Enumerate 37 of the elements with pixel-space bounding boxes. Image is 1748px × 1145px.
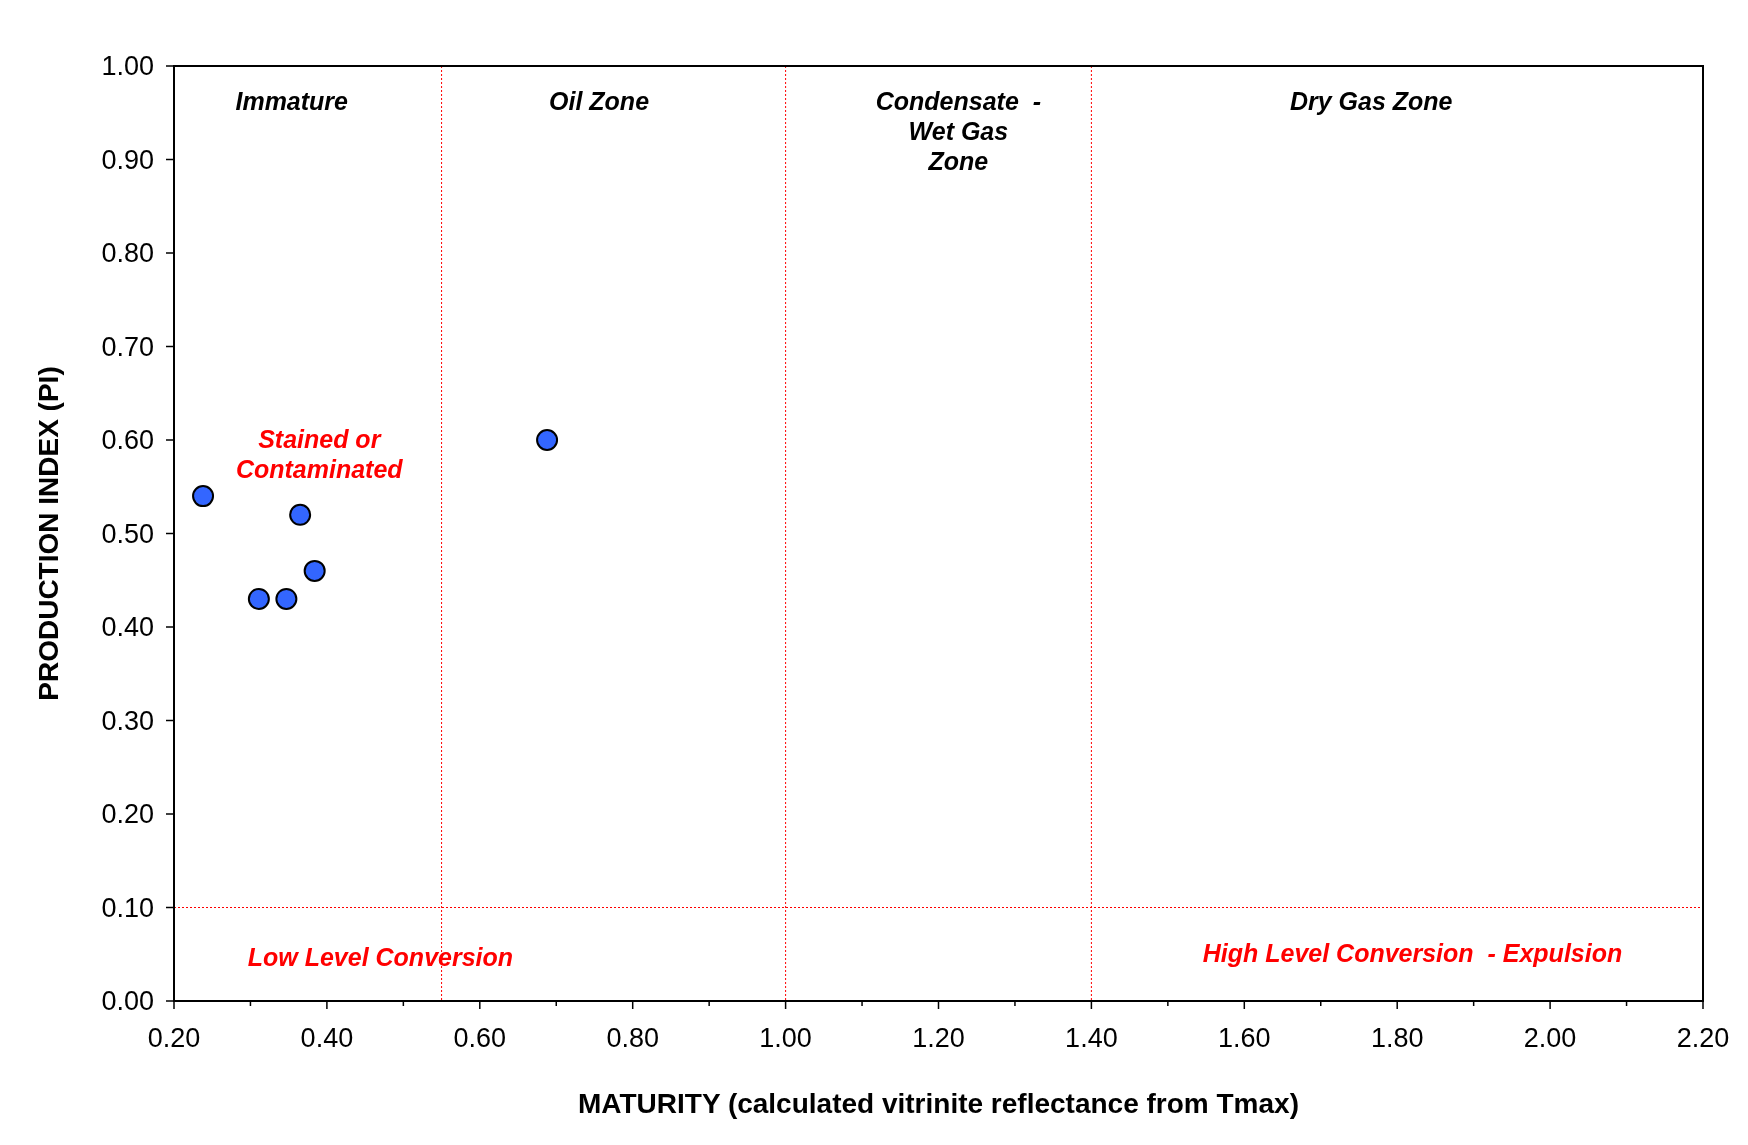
y-tick-label: 0.10 [101,892,154,923]
y-tick-label: 0.00 [101,986,154,1017]
x-tick-label: 0.80 [606,1023,659,1053]
x-tick-label: 2.20 [1676,1023,1730,1053]
x-axis-title: MATURITY (calculated vitrinite reflectance from Tmax) [578,1088,1299,1119]
x-tick-label: 2.00 [1523,1023,1577,1053]
y-tick-label: 0.90 [101,144,154,175]
point [536,429,559,451]
y-tick-label: 0.50 [101,518,154,549]
x-tick-label: 1.40 [1065,1023,1118,1053]
y-tick-label: 0.30 [101,705,154,736]
point [275,587,298,610]
x-tick-label: 1.80 [1370,1023,1424,1053]
annotation: Condensate - Wet Gas Zone [875,87,1042,176]
x-tick-label: 0.40 [300,1023,354,1053]
y-tick-label: 0.70 [101,331,154,362]
annotation: Stained or Contaminated [235,424,404,483]
y-axis-title: PRODUCTION INDEX (PI) [33,366,64,701]
annotation: Low Level Conversion [247,942,514,971]
annotation: Dry Gas Zone [1289,87,1453,116]
point [192,485,215,508]
y-tick-label: 0.40 [101,612,154,643]
point [247,587,270,610]
annotation: Immature [235,87,349,116]
point [289,503,312,526]
x-tick-label: 0.20 [147,1023,201,1053]
y-tick-label: 0.20 [101,799,154,830]
annotation: Oil Zone [549,87,650,116]
x-tick-label: 1.20 [912,1023,965,1053]
y-tick-label: 0.80 [101,238,154,269]
x-tick-label: 0.60 [453,1023,507,1053]
y-tick-label: 1.00 [101,51,154,82]
x-tick-label: 1.60 [1218,1023,1271,1053]
annotation: High Level Conversion - Expulsion [1202,938,1623,967]
y-tick-label: 0.60 [101,425,154,456]
point [303,559,326,582]
x-tick-label: 1.00 [759,1023,812,1053]
